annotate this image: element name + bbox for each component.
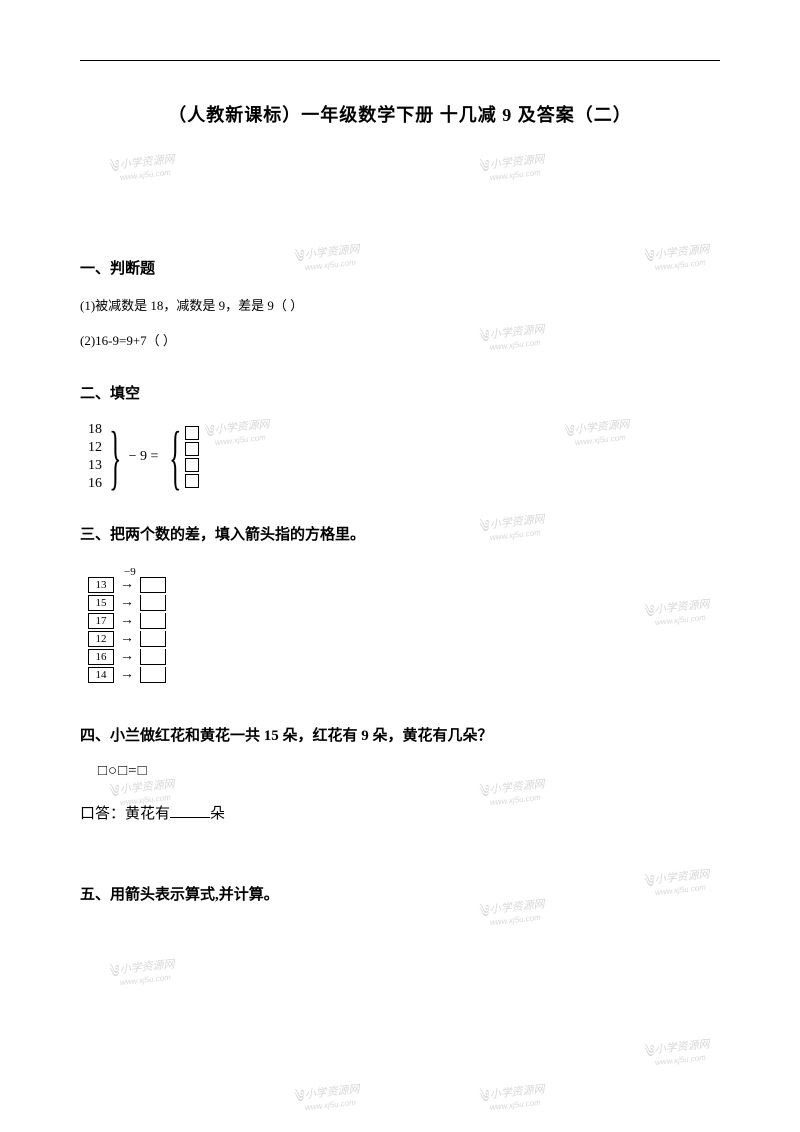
arrow-icon: → [120,596,134,610]
answer-box[interactable] [140,649,166,665]
answer-box[interactable] [185,426,199,440]
table-row: 14 → [88,666,166,684]
s3-l2: 17 [88,613,114,629]
s3-l3: 12 [88,631,114,647]
header-rule [80,60,720,61]
watermark: ༄小学资源网www.xj5u.com [639,596,711,628]
s2-n3: 16 [88,475,102,493]
s2-group: 18 12 13 16 } − 9 = } [88,421,720,493]
brace-icon: } [170,421,182,493]
watermark: ༄小学资源网www.xj5u.com [104,956,176,988]
table-row: 16 → [88,648,166,666]
answer-box[interactable] [185,474,199,488]
answer-box[interactable] [140,667,166,683]
section-1-heading: 一、判断题 [80,257,720,278]
s4-ans-prefix: 口答：黄花有 [80,806,170,822]
s4-ans-suffix: 朵 [210,806,225,822]
s2-n0: 18 [88,421,102,439]
arrow-icon: → [120,650,134,664]
s2-num-col: 18 12 13 16 [88,421,102,493]
s1-q2: (2)16-9=9+7（ ） [80,331,720,352]
s3-l1: 15 [88,595,114,611]
answer-box[interactable] [140,613,166,629]
s2-op: − 9 = [129,449,159,465]
watermark: ༄小学资源网www.xj5u.com [474,151,546,183]
answer-box[interactable] [140,631,166,647]
s4-equation: □○□=□ [98,763,720,780]
table-row: 13 → [88,576,166,594]
section-2-heading: 二、填空 [80,382,720,403]
section-3-heading: 三、把两个数的差，填入箭头指的方格里。 [80,523,720,544]
answer-box[interactable] [140,595,166,611]
arrow-icon: → [120,614,134,628]
arrow-icon: → [120,578,134,592]
answer-box[interactable] [185,442,199,456]
watermark: ༄小学资源网www.xj5u.com [639,1036,711,1068]
document-title: （人教新课标）一年级数学下册 十几减 9 及答案（二） [80,101,720,127]
s2-box-col [185,426,199,488]
s2-n2: 13 [88,457,102,475]
watermark: ༄小学资源网www.xj5u.com [289,1081,361,1113]
brace-icon: } [109,421,121,493]
answer-blank[interactable] [170,804,210,818]
answer-box[interactable] [185,458,199,472]
section-5-heading: 五、用箭头表示算式,并计算。 [80,883,720,904]
s1-q1: (1)被减数是 18，减数是 9，差是 9（ ） [80,296,720,317]
table-row: 17 → [88,612,166,630]
s2-n1: 12 [88,439,102,457]
table-row: 12 → [88,630,166,648]
section-4-heading: 四、小兰做红花和黄花一共 15 朵，红花有 9 朵，黄花有几朵？ [80,724,720,745]
arrow-icon: → [120,632,134,646]
s3-l4: 16 [88,649,114,665]
s3-table: −9 13 → 15 → 17 → 12 → 16 → 14 → [88,566,166,684]
s3-l0: 13 [88,577,114,593]
table-row: 15 → [88,594,166,612]
watermark: ༄小学资源网www.xj5u.com [474,1081,546,1113]
answer-box[interactable] [140,577,166,593]
s3-l5: 14 [88,667,114,683]
watermark: ༄小学资源网www.xj5u.com [104,151,176,183]
arrow-icon: → [120,668,134,682]
s4-answer: 口答：黄花有 朵 [80,802,720,823]
